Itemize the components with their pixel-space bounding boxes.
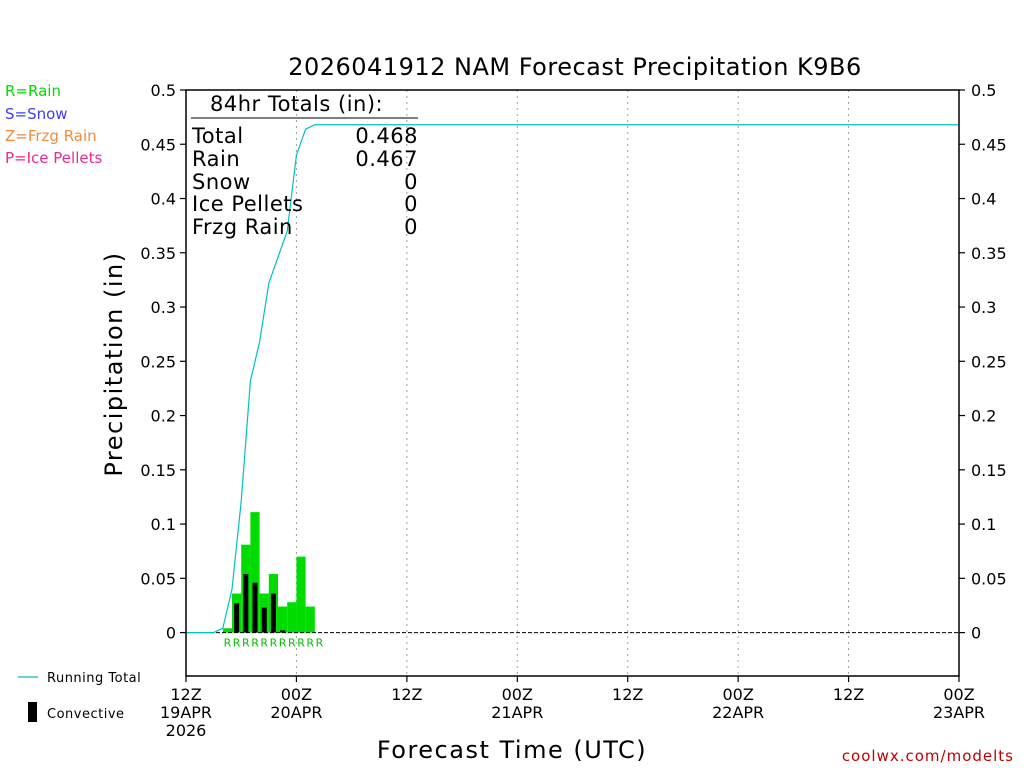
y-tick-label-left-8: 0.4 (151, 190, 176, 209)
totals-value-frzg-rain: 0 (404, 215, 418, 239)
precip-type-letter-14h: R (316, 637, 324, 650)
y-tick-label-left-2: 0.1 (151, 515, 176, 534)
rain-bar-13h (305, 606, 315, 633)
convective-bar-9h (270, 593, 276, 633)
x-tick-label-12h-0: 00Z (281, 685, 312, 704)
convective-bar-10h (280, 630, 286, 633)
convective-bar-6h (243, 573, 249, 633)
x-tick-label-12h-1: 20APR (270, 703, 322, 722)
x-tick-label-0h-1: 19APR (160, 703, 212, 722)
x-tick-label-36h-0: 00Z (502, 685, 533, 704)
legend-ice-pellets: P=Ice Pellets (5, 149, 102, 167)
chart-title: 2026041912 NAM Forecast Precipitation K9… (288, 53, 862, 81)
legend-convective: Convective (47, 707, 125, 722)
x-axis-title: Forecast Time (UTC) (377, 736, 647, 764)
precip-type-letter-11h: R (288, 637, 296, 650)
totals-label-frzg-rain: Frzg Rain (192, 215, 293, 239)
legend-frzg-rain: Z=Frzg Rain (5, 127, 97, 145)
legend-running-total: Running Total (47, 671, 141, 686)
y-tick-label-right-8: 0.4 (971, 190, 996, 209)
y-axis-left: 0 0.05 0.1 0.15 0.2 0.25 0.3 0.35 0.4 0.45 0.5 (140, 81, 186, 643)
y-axis-title: Precipitation (in) (100, 251, 128, 476)
credit-text: coolwx.com/modelts (842, 747, 1014, 765)
totals-header: 84hr Totals (in): (210, 92, 383, 116)
y-tick-label-left-1: 0.05 (140, 569, 176, 588)
precip-type-letter-12h: R (297, 637, 305, 650)
y-tick-label-left-9: 0.45 (140, 135, 176, 154)
precip-type-letter-5h: R (233, 637, 241, 650)
precip-type-letter-6h: R (242, 637, 250, 650)
y-tick-label-right-1: 0.05 (971, 569, 1007, 588)
y-tick-label-right-9: 0.45 (971, 135, 1007, 154)
y-axis-right: 0 0.05 0.1 0.15 0.2 0.25 0.3 0.35 0.4 0.45 0.5 (959, 81, 1007, 643)
y-tick-label-right-10: 0.5 (971, 81, 996, 100)
x-tick-label-60h-0: 00Z (722, 685, 753, 704)
totals-box: 84hr Totals (in): Total 0.468 Rain 0.467… (191, 92, 418, 239)
rain-bar-12h (296, 556, 306, 633)
plot-frame (185, 89, 960, 677)
precip-type-letter-9h: R (270, 637, 278, 650)
precip-type-legend: R=Rain S=Snow Z=Frzg Rain P=Ice Pellets (5, 82, 102, 167)
y-tick-label-right-2: 0.1 (971, 515, 996, 534)
y-tick-label-left-10: 0.5 (151, 81, 176, 100)
x-tick-label-36h-1: 21APR (491, 703, 543, 722)
convective-bar-8h (261, 607, 267, 633)
bottom-legend: Running Total Convective (18, 671, 141, 722)
totals-label-snow: Snow (192, 170, 251, 194)
y-tick-label-left-3: 0.15 (140, 461, 176, 480)
rain-bar-4h (222, 628, 233, 633)
rain-bar-11h (287, 602, 297, 633)
y-tick-label-left-0: 0 (166, 624, 176, 643)
x-tick-label-60h-1: 22APR (712, 703, 764, 722)
convective-bar-7h (252, 582, 258, 633)
x-tick-label-0h-0: 12Z (170, 685, 201, 704)
totals-label-total: Total (191, 124, 244, 148)
precip-type-letter-8h: R (260, 637, 268, 650)
precip-type-letter-4h: R (224, 637, 232, 650)
y-tick-label-right-7: 0.35 (971, 244, 1007, 263)
totals-label-rain: Rain (192, 147, 240, 171)
precip-type-letter-7h: R (251, 637, 259, 650)
vertical-gridlines (295, 90, 850, 676)
totals-value-ice-pellets: 0 (404, 192, 418, 216)
totals-value-snow: 0 (404, 170, 418, 194)
totals-value-rain: 0.467 (355, 147, 418, 171)
y-tick-label-left-7: 0.35 (140, 244, 176, 263)
y-tick-label-right-6: 0.3 (971, 298, 996, 317)
y-tick-label-left-6: 0.3 (151, 298, 176, 317)
x-tick-label-24h-0: 12Z (391, 685, 422, 704)
legend-convective-swatch (28, 702, 37, 722)
running-total-line (186, 124, 959, 634)
x-tick-label-72h-0: 12Z (833, 685, 864, 704)
x-tick-label-84h-1: 23APR (933, 703, 985, 722)
y-tick-label-right-5: 0.25 (971, 352, 1007, 371)
y-tick-label-right-0: 0 (971, 624, 981, 643)
precip-type-letter-13h: R (306, 637, 314, 650)
y-tick-label-right-4: 0.2 (971, 407, 996, 426)
totals-label-ice-pellets: Ice Pellets (192, 192, 303, 216)
y-tick-label-left-5: 0.25 (140, 352, 176, 371)
x-tick-label-48h-0: 12Z (612, 685, 643, 704)
x-tick-label-0h-2: 2026 (166, 721, 207, 740)
x-tick-label-84h-0: 00Z (943, 685, 974, 704)
convective-bar-5h (234, 603, 240, 633)
y-tick-label-left-4: 0.2 (151, 407, 176, 426)
legend-snow: S=Snow (5, 105, 68, 123)
y-tick-label-right-3: 0.15 (971, 461, 1007, 480)
rain-bar-10h (278, 606, 288, 633)
precip-type-letter-10h: R (279, 637, 287, 650)
totals-value-total: 0.468 (355, 124, 418, 148)
legend-rain: R=Rain (5, 82, 61, 100)
rain-bar-7h (250, 512, 260, 633)
convective-bars (234, 573, 286, 633)
